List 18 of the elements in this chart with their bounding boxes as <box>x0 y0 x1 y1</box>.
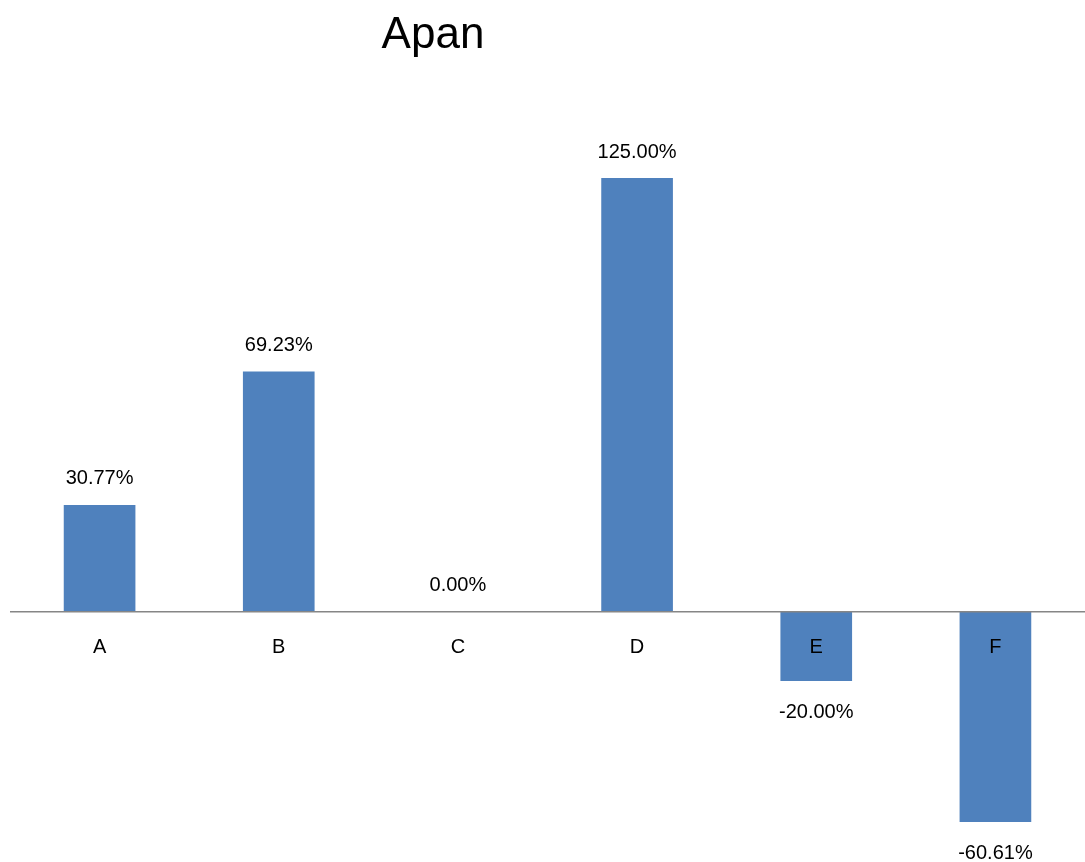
data-label: -60.61% <box>958 840 1033 862</box>
data-label: -20.00% <box>779 699 854 722</box>
x-tick-label: F <box>989 635 1002 658</box>
bar <box>780 611 853 682</box>
data-label: 69.23% <box>244 333 313 356</box>
bar <box>242 371 315 612</box>
x-tick-label: B <box>272 635 286 658</box>
data-label: 30.77% <box>65 466 134 489</box>
x-tick-label: E <box>809 635 823 658</box>
bar <box>63 504 136 612</box>
data-label: 125.00% <box>597 139 677 162</box>
x-tick-label: D <box>629 635 645 658</box>
bar <box>959 611 1032 822</box>
bar <box>601 178 673 612</box>
data-label: 0.00% <box>429 573 487 596</box>
x-tick-label: C <box>450 635 466 658</box>
chart-title: Apan <box>380 8 486 58</box>
x-tick-label: A <box>92 635 107 658</box>
